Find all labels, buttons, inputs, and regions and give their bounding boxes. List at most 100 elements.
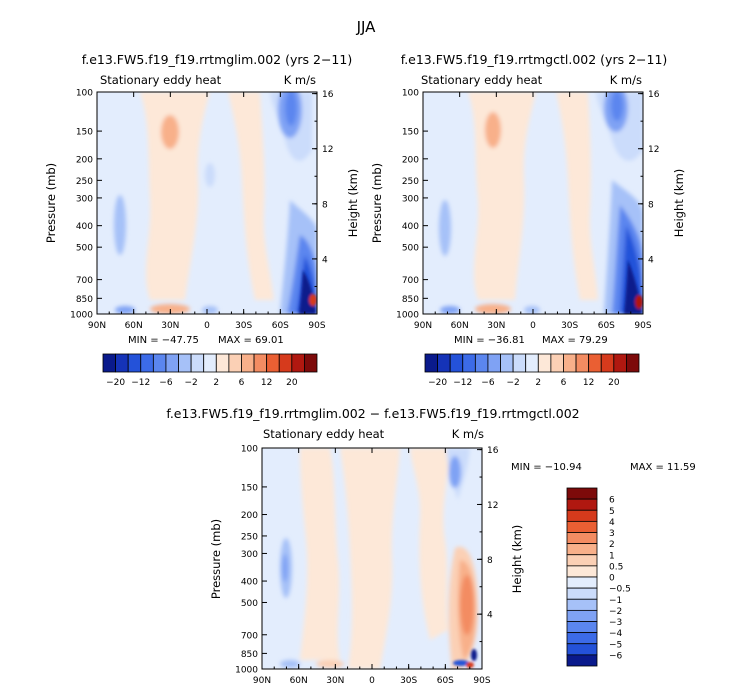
y2-axis-label: Height (km) [510, 525, 524, 594]
colorbar-label: −20 [106, 378, 125, 388]
x-tick-label: 60N [451, 321, 469, 331]
colorbar-swatch [613, 353, 627, 373]
colorbar-label: 0 [609, 574, 615, 584]
colorbar-swatch [266, 353, 280, 373]
y2-tick-label: 16 [487, 446, 499, 456]
colorbar-swatch [550, 353, 564, 373]
colorbar-swatch [566, 643, 598, 656]
y-tick-label: 400 [241, 578, 258, 588]
y2-tick-label: 12 [648, 145, 659, 155]
colorbar-label: −20 [428, 378, 447, 388]
colorbar-label: 12 [261, 378, 272, 388]
min-stat: MIN = −36.81 [454, 335, 525, 346]
colorbar-swatch [566, 554, 598, 567]
y-axis-label: Pressure (mb) [44, 163, 58, 243]
y2-axis-label: Height (km) [346, 169, 360, 238]
y-tick-label: 100 [402, 89, 419, 99]
colorbar-label: −4 [609, 629, 623, 639]
colorbar-swatch [575, 353, 590, 373]
colorbar-label: −1 [609, 596, 622, 606]
y-tick-label: 850 [76, 295, 93, 305]
y-tick-label: 250 [241, 532, 258, 542]
colorbar-swatch [566, 532, 598, 545]
colorbar-label: 5 [609, 507, 615, 517]
y-tick-label: 100 [241, 445, 258, 455]
panel-title: f.e13.FW5.f19_f19.rrtmglim.002 − f.e13.F… [166, 406, 579, 421]
left-label: Stationary eddy heat [263, 427, 385, 441]
colorbar-swatch [563, 353, 577, 373]
x-tick-label: 90N [88, 321, 106, 331]
y2-tick-label: 8 [648, 200, 654, 210]
contour-field [97, 92, 317, 314]
y-tick-label: 300 [76, 194, 93, 204]
y-tick-label: 400 [76, 222, 93, 232]
colorbar-swatch [115, 353, 129, 373]
colorbar-swatch [600, 353, 615, 373]
colorbar-swatch [437, 353, 451, 373]
colorbar-swatch [215, 353, 230, 373]
panel-rrtmglim: f.e13.FW5.f19_f19.rrtmglim.002 (yrs 2−11… [44, 52, 360, 346]
right-label: K m/s [452, 427, 484, 441]
x-tick-label: 90S [634, 321, 651, 331]
figure-title: JJA [356, 18, 377, 36]
y-tick-label: 200 [402, 155, 419, 165]
y-tick-label: 500 [241, 599, 258, 609]
colorbar-label: −2 [609, 607, 622, 617]
y-tick-label: 1000 [396, 311, 419, 321]
colorbar-label: 20 [286, 378, 298, 388]
y2-tick-label: 4 [322, 255, 328, 265]
colorbar-swatch [566, 498, 598, 511]
x-tick-label: 30N [326, 676, 344, 686]
x-tick-label: 60S [598, 321, 615, 331]
colorbar-panel1: −20 −12 −6 −2 2 6 12 20 [102, 353, 318, 388]
colorbar-swatch [566, 509, 598, 522]
colorbar-label: −0.5 [609, 585, 631, 595]
colorbar-swatch [127, 353, 142, 373]
colorbar-swatch [566, 598, 598, 611]
y2-axis-label: Height (km) [672, 169, 686, 238]
y2-tick-label: 16 [322, 90, 334, 100]
colorbar-label: −12 [131, 378, 150, 388]
panel-rrtmgctl: f.e13.FW5.f19_f19.rrtmgctl.002 (yrs 2−11… [370, 52, 686, 346]
colorbar-swatch [278, 353, 293, 373]
y-tick-label: 300 [241, 550, 258, 560]
y-tick-label: 400 [402, 222, 419, 232]
x-tick-label: 90S [473, 676, 490, 686]
colorbar-label: −5 [609, 640, 622, 650]
colorbar-swatch [228, 353, 242, 373]
panel-title: f.e13.FW5.f19_f19.rrtmglim.002 (yrs 2−11… [82, 52, 352, 67]
right-label: K m/s [610, 73, 642, 87]
x-tick-label: 60S [437, 676, 454, 686]
right-label: K m/s [284, 73, 316, 87]
colorbar-swatch [525, 353, 539, 373]
x-tick-label: 30N [487, 321, 505, 331]
y2-tick-label: 12 [322, 145, 333, 155]
colorbar-label: −6 [481, 378, 495, 388]
colorbar-label: −2 [184, 378, 197, 388]
colorbar-label: 2 [213, 378, 219, 388]
min-stat: MIN = −10.94 [511, 462, 582, 473]
colorbar-swatch [626, 353, 640, 373]
colorbar-label: 1 [609, 551, 615, 561]
y2-tick-label: 8 [322, 200, 328, 210]
colorbar-swatch [566, 632, 598, 645]
x-tick-label: 60N [290, 676, 308, 686]
y2-tick-label: 4 [648, 255, 654, 265]
colorbar-swatch [462, 353, 476, 373]
x-tick-label: 60S [272, 321, 289, 331]
y-axis-label: Pressure (mb) [370, 163, 384, 243]
colorbar-label: −6 [159, 378, 173, 388]
panel-title: f.e13.FW5.f19_f19.rrtmgctl.002 (yrs 2−11… [401, 52, 668, 67]
colorbar-swatch [566, 621, 598, 634]
y2-tick-label: 16 [648, 90, 660, 100]
y2-tick-label: 8 [487, 556, 493, 566]
panel-difference: f.e13.FW5.f19_f19.rrtmglim.002 − f.e13.F… [166, 406, 695, 686]
colorbar-swatch [566, 587, 598, 600]
min-stat: MIN = −47.75 [128, 335, 199, 346]
colorbar-swatch [190, 353, 205, 373]
left-label: Stationary eddy heat [100, 73, 222, 87]
x-tick-label: 60N [125, 321, 143, 331]
colorbar-swatch [512, 353, 527, 373]
